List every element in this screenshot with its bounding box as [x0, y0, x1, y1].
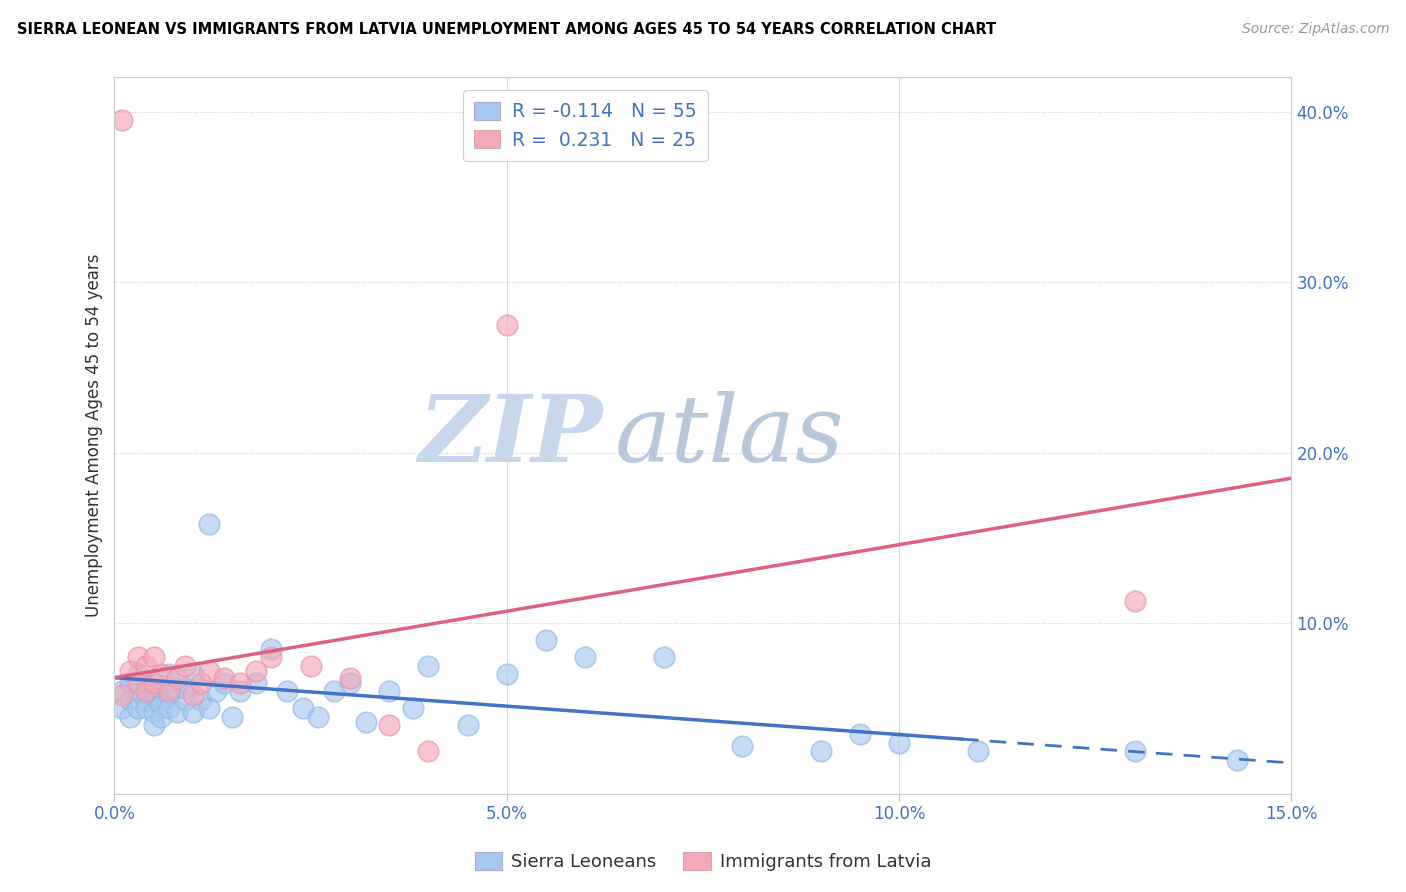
Point [229, 676, 252, 690]
Legend: Sierra Leoneans, Immigrants from Latvia: Sierra Leoneans, Immigrants from Latvia [468, 846, 938, 879]
Point [142, 676, 165, 690]
Point [260, 641, 283, 656]
Point [418, 744, 440, 758]
Point [127, 701, 149, 715]
Point [323, 684, 346, 698]
Point [166, 681, 188, 695]
Point [495, 667, 517, 681]
Point [120, 664, 142, 678]
Point [731, 739, 754, 753]
Point [205, 684, 228, 698]
Point [127, 676, 149, 690]
Point [260, 650, 283, 665]
Point [457, 718, 479, 732]
Point [652, 650, 675, 665]
Point [157, 688, 180, 702]
Point [966, 744, 988, 758]
Point [197, 701, 219, 715]
Point [299, 658, 322, 673]
Point [574, 650, 596, 665]
Point [245, 664, 267, 678]
Point [157, 701, 180, 715]
Point [166, 671, 188, 685]
Point [127, 684, 149, 698]
Point [135, 676, 157, 690]
Point [354, 714, 377, 729]
Point [157, 667, 180, 681]
Point [150, 710, 173, 724]
Point [887, 735, 910, 749]
Point [339, 676, 361, 690]
Point [142, 650, 165, 665]
Point [1123, 594, 1146, 608]
Point [214, 676, 236, 690]
Point [229, 684, 252, 698]
Point [111, 701, 134, 715]
Point [150, 667, 173, 681]
Point [111, 684, 134, 698]
Point [142, 705, 165, 719]
Point [150, 698, 173, 712]
Point [174, 681, 197, 695]
Point [127, 667, 149, 681]
Point [174, 658, 197, 673]
Point [127, 650, 149, 665]
Point [291, 701, 314, 715]
Point [190, 693, 212, 707]
Point [142, 688, 165, 702]
Point [135, 701, 157, 715]
Point [135, 658, 157, 673]
Point [378, 684, 401, 698]
Point [135, 693, 157, 707]
Point [197, 664, 219, 678]
Point [307, 710, 329, 724]
Point [142, 718, 165, 732]
Point [495, 318, 517, 332]
Point [181, 667, 204, 681]
Point [401, 701, 423, 715]
Text: atlas: atlas [614, 391, 844, 481]
Point [418, 658, 440, 673]
Point [276, 684, 298, 698]
Point [111, 688, 134, 702]
Text: SIERRA LEONEAN VS IMMIGRANTS FROM LATVIA UNEMPLOYMENT AMONG AGES 45 TO 54 YEARS : SIERRA LEONEAN VS IMMIGRANTS FROM LATVIA… [17, 22, 995, 37]
Point [197, 517, 219, 532]
Point [174, 693, 197, 707]
Point [245, 676, 267, 690]
Point [111, 113, 134, 128]
Point [214, 671, 236, 685]
Point [534, 633, 557, 648]
Point [181, 705, 204, 719]
Text: Source: ZipAtlas.com: Source: ZipAtlas.com [1241, 22, 1389, 37]
Point [1225, 753, 1247, 767]
Point [120, 710, 142, 724]
Text: ZIP: ZIP [419, 391, 603, 481]
Y-axis label: Unemployment Among Ages 45 to 54 years: Unemployment Among Ages 45 to 54 years [86, 254, 103, 617]
Point [190, 676, 212, 690]
Point [150, 684, 173, 698]
Point [849, 727, 872, 741]
Point [166, 705, 188, 719]
Legend: R = -0.114   N = 55, R =  0.231   N = 25: R = -0.114 N = 55, R = 0.231 N = 25 [463, 90, 707, 161]
Point [135, 684, 157, 698]
Point [378, 718, 401, 732]
Point [181, 688, 204, 702]
Point [157, 684, 180, 698]
Point [339, 671, 361, 685]
Point [810, 744, 832, 758]
Point [221, 710, 243, 724]
Point [120, 676, 142, 690]
Point [120, 693, 142, 707]
Point [1123, 744, 1146, 758]
